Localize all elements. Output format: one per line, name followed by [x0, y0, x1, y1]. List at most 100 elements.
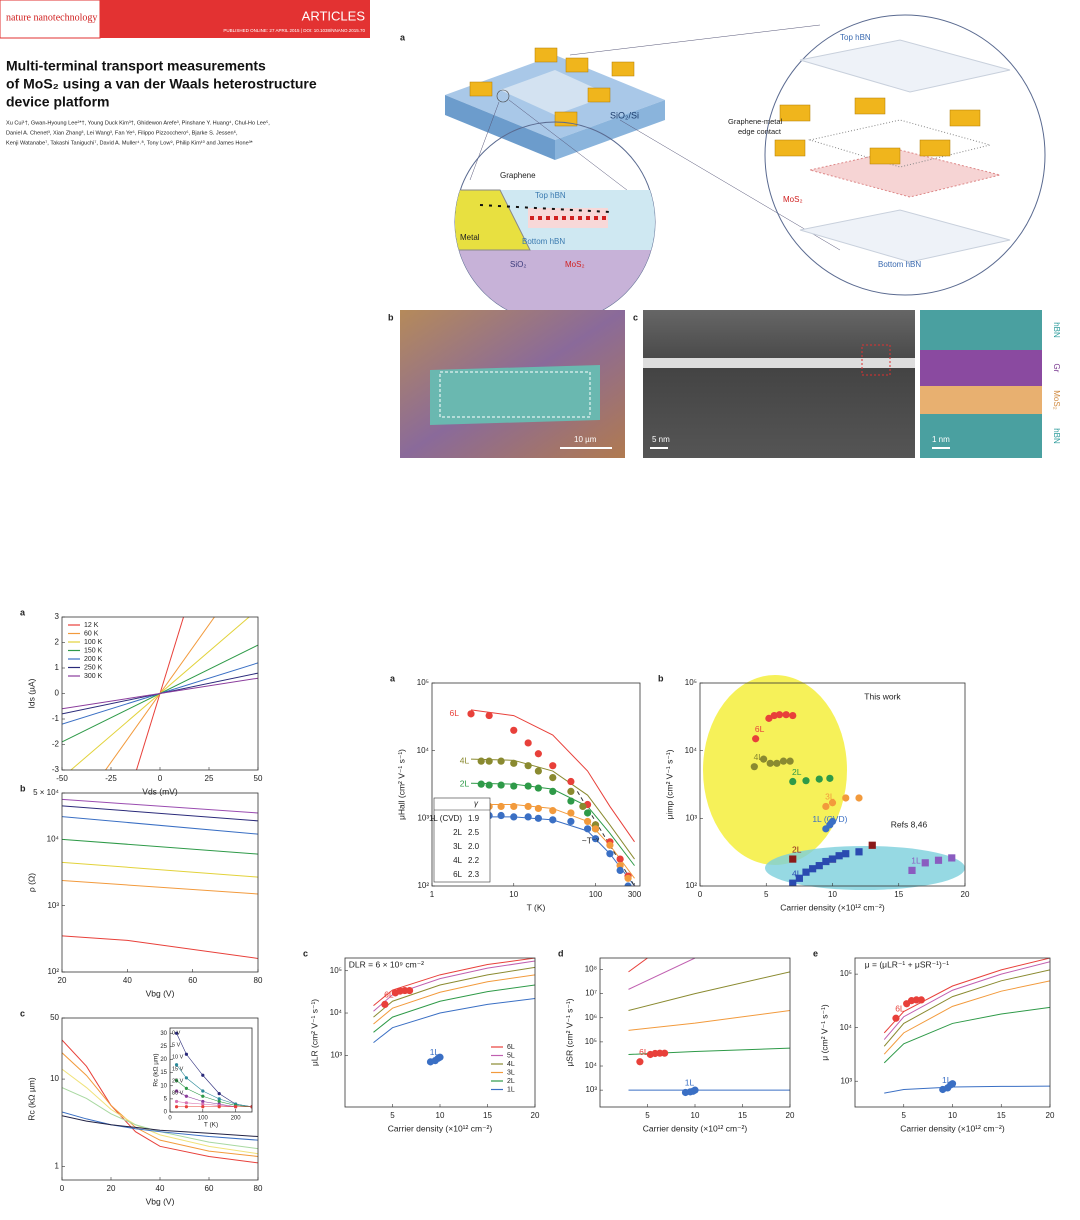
marker [765, 714, 773, 722]
y-tick-label: 3 [55, 612, 60, 621]
table-cell: 2.5 [468, 828, 480, 837]
y-tick-label: 5 × 10⁴ [33, 788, 59, 797]
legend-label: 60 K [84, 630, 99, 637]
marker [217, 1097, 221, 1101]
y-tick-label: 10⁴ [840, 1023, 853, 1032]
marker [381, 1000, 389, 1008]
curve [470, 709, 635, 843]
curve [62, 935, 258, 959]
label: Metal [460, 233, 480, 242]
curve [62, 1087, 258, 1150]
marker [497, 802, 505, 811]
legend-label: 300 K [84, 673, 103, 680]
series-label: 5 V [172, 1042, 181, 1048]
marker [436, 1053, 444, 1061]
layer-label: hBN [1052, 428, 1061, 444]
marker [795, 874, 803, 882]
marker [549, 773, 557, 782]
panel-label: c [20, 1008, 25, 1018]
marker [802, 777, 810, 785]
x-tick-label: 0 [158, 774, 163, 783]
x-tick-label: 15 [738, 1111, 747, 1120]
marker [567, 809, 575, 817]
contact-pad [587, 87, 611, 103]
x-tick-label: 25 [205, 774, 214, 783]
annotation: Refs 8,46 [891, 819, 928, 829]
x-axis-label: Carrier density (×10¹² cm⁻²) [388, 1123, 493, 1133]
published: PUBLISHED ONLINE: 27 APRIL 2015 | DOI: 1… [223, 28, 365, 33]
marker [217, 1105, 221, 1109]
x-tick-label: 10 [436, 1111, 445, 1120]
table-cell: 2.2 [468, 856, 480, 865]
curve [471, 816, 635, 886]
x-tick-label: 80 [254, 976, 263, 985]
curve [373, 974, 535, 1025]
frame [169, 1027, 253, 1113]
curve [373, 998, 535, 1043]
marker [201, 1089, 205, 1093]
curve [176, 1064, 252, 1108]
y-tick-label: 0 [164, 1110, 168, 1116]
marker [779, 757, 788, 765]
series-label: 1L [911, 856, 921, 866]
contact-pad [869, 147, 901, 165]
curve [62, 816, 258, 835]
legend-label: 1L [507, 1086, 515, 1093]
y-tick-label: -1 [52, 714, 60, 723]
curve [628, 971, 790, 1011]
marker [234, 1105, 238, 1109]
marker [549, 787, 557, 796]
x-tick-label: 5 [902, 1111, 907, 1120]
curve [176, 1080, 252, 1108]
authors: Xu Cui¹†, Gwan-Hyoung Lee²*†, Young Duck… [6, 119, 270, 126]
y-axis-label: μimp (cm² V⁻¹ s⁻¹) [664, 749, 674, 819]
marker [524, 739, 532, 747]
graphene [479, 204, 611, 213]
marker [524, 813, 532, 821]
y-tick-label: 2 [55, 638, 60, 647]
refs-region [765, 846, 965, 890]
marker [842, 850, 850, 858]
curve [884, 1085, 1050, 1094]
marker [855, 848, 863, 856]
marker [485, 781, 493, 789]
marker [868, 841, 876, 849]
top-hbn [799, 39, 1011, 93]
marker [485, 711, 493, 720]
x-tick-label: 0 [60, 1184, 65, 1193]
x-tick-label: 200 [231, 1116, 242, 1122]
frame [344, 957, 536, 1108]
marker [842, 794, 850, 802]
marker [201, 1094, 205, 1098]
contact-pad [565, 57, 589, 73]
y-tick-label: 10³ [330, 1050, 342, 1059]
y-axis-label: ρ (Ω) [26, 873, 36, 892]
zoom-circle [764, 14, 1046, 296]
marker [948, 854, 956, 862]
label: edge contact [738, 127, 782, 136]
frame [61, 792, 259, 973]
y-tick-label: 10 [50, 1074, 59, 1083]
series-label: 4L [754, 752, 764, 762]
series-label: 3L [825, 792, 835, 802]
marker [802, 868, 810, 876]
title: Multi-terminal transport measurements [6, 58, 266, 74]
marker [567, 817, 575, 826]
y-tick-label: 10⁵ [685, 678, 697, 687]
y-axis-label: Rc (kΩ µm) [26, 1077, 36, 1121]
x-tick-label: -50 [56, 774, 68, 783]
marker [549, 816, 557, 824]
x-axis-label: Vds (mV) [142, 786, 178, 796]
label: SiO₂ [510, 260, 526, 269]
marker [485, 757, 493, 765]
x-tick-label: 20 [786, 1111, 795, 1120]
panel-label: b [20, 783, 26, 793]
marker [524, 782, 532, 790]
x-tick-label: -25 [105, 774, 117, 783]
marker [835, 852, 843, 860]
marker [567, 797, 575, 805]
curve [62, 879, 258, 895]
marker [855, 794, 863, 802]
contact-pad [534, 47, 558, 63]
y-tick-label: 10² [47, 967, 59, 976]
